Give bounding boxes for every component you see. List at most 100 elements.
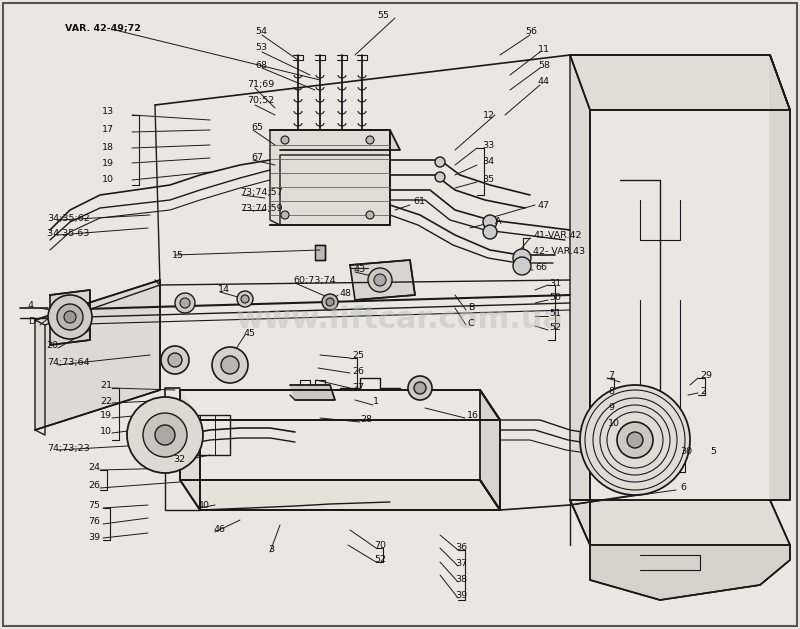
Text: 34: 34 <box>482 157 494 167</box>
Circle shape <box>580 385 690 495</box>
Circle shape <box>435 172 445 182</box>
Circle shape <box>513 249 531 267</box>
Circle shape <box>408 376 432 400</box>
Text: 55: 55 <box>377 11 389 19</box>
Text: A: A <box>495 218 502 226</box>
Polygon shape <box>270 130 400 150</box>
Text: www.liftcar.com.ua: www.liftcar.com.ua <box>236 306 564 335</box>
Text: 44: 44 <box>538 77 550 87</box>
Text: 52: 52 <box>549 323 561 333</box>
Text: 10: 10 <box>100 428 112 437</box>
Circle shape <box>175 293 195 313</box>
Text: 10: 10 <box>608 420 620 428</box>
Circle shape <box>281 136 289 144</box>
Circle shape <box>435 157 445 167</box>
Text: 1: 1 <box>373 398 379 406</box>
Text: 74;73;23: 74;73;23 <box>47 443 90 452</box>
Circle shape <box>368 268 392 292</box>
Text: 46: 46 <box>213 525 225 535</box>
Text: 34 35 63: 34 35 63 <box>47 228 90 238</box>
Text: 28: 28 <box>360 416 372 425</box>
Text: 41-VAR.42: 41-VAR.42 <box>533 230 582 240</box>
Text: 15: 15 <box>172 250 184 260</box>
Text: 11: 11 <box>538 45 550 55</box>
Polygon shape <box>350 260 415 300</box>
Text: 66: 66 <box>535 264 547 272</box>
Polygon shape <box>50 290 90 345</box>
Circle shape <box>241 295 249 303</box>
Text: 35: 35 <box>482 175 494 184</box>
Text: 56: 56 <box>525 28 537 36</box>
Text: 54: 54 <box>255 28 267 36</box>
Text: 48: 48 <box>339 289 351 298</box>
Text: 5: 5 <box>710 447 716 457</box>
Text: 30: 30 <box>680 447 692 457</box>
Text: 32: 32 <box>173 455 185 464</box>
Circle shape <box>326 298 334 306</box>
Circle shape <box>513 257 531 275</box>
Text: B: B <box>468 304 474 313</box>
Text: 7: 7 <box>608 370 614 379</box>
Text: 43: 43 <box>353 265 365 274</box>
Text: 50: 50 <box>549 294 561 303</box>
Text: 75: 75 <box>88 501 100 511</box>
Text: 31: 31 <box>549 279 561 287</box>
Circle shape <box>143 413 187 457</box>
Circle shape <box>237 291 253 307</box>
Text: 65: 65 <box>251 123 263 133</box>
Circle shape <box>48 295 92 339</box>
Circle shape <box>627 432 643 448</box>
Text: 10: 10 <box>102 175 114 184</box>
Circle shape <box>221 356 239 374</box>
Text: 21: 21 <box>100 382 112 391</box>
Text: 40: 40 <box>198 501 210 511</box>
Text: 38: 38 <box>455 576 467 584</box>
Text: 61: 61 <box>413 198 425 206</box>
Text: 22: 22 <box>100 396 112 406</box>
Text: 45: 45 <box>243 328 255 338</box>
Polygon shape <box>600 415 608 465</box>
Polygon shape <box>570 55 590 545</box>
Text: 4: 4 <box>28 301 34 309</box>
Polygon shape <box>315 245 325 260</box>
Circle shape <box>168 353 182 367</box>
Text: 73;74;59: 73;74;59 <box>240 204 282 213</box>
Text: 37: 37 <box>455 560 467 569</box>
Circle shape <box>212 347 248 383</box>
Polygon shape <box>290 385 335 400</box>
Text: 12: 12 <box>483 111 495 120</box>
Circle shape <box>366 211 374 219</box>
Text: 9: 9 <box>608 403 614 413</box>
Text: 42- VAR.43: 42- VAR.43 <box>533 247 585 257</box>
Text: 16: 16 <box>467 411 479 420</box>
Circle shape <box>414 382 426 394</box>
Text: 8: 8 <box>608 387 614 396</box>
Circle shape <box>366 136 374 144</box>
Text: 51: 51 <box>549 308 561 318</box>
Polygon shape <box>270 130 390 225</box>
Text: C: C <box>468 318 474 328</box>
Circle shape <box>155 425 175 445</box>
Polygon shape <box>325 296 335 308</box>
Text: 14: 14 <box>218 286 230 294</box>
Text: 18: 18 <box>102 143 114 152</box>
Text: 58: 58 <box>538 62 550 70</box>
Polygon shape <box>180 390 500 420</box>
Text: 25: 25 <box>352 350 364 360</box>
Circle shape <box>322 294 338 310</box>
Polygon shape <box>180 390 200 510</box>
Polygon shape <box>480 390 500 510</box>
Text: 53: 53 <box>255 43 267 52</box>
Text: 27: 27 <box>352 384 364 392</box>
Text: 24: 24 <box>88 464 100 472</box>
Text: 52: 52 <box>374 555 386 564</box>
Polygon shape <box>570 55 790 110</box>
Polygon shape <box>570 500 790 545</box>
Text: 26: 26 <box>352 367 364 376</box>
Text: 33: 33 <box>482 140 494 150</box>
Text: D: D <box>28 318 35 326</box>
Text: 71;69: 71;69 <box>247 79 274 89</box>
Polygon shape <box>180 480 500 510</box>
Text: 19: 19 <box>100 411 112 421</box>
Text: 17: 17 <box>102 126 114 135</box>
